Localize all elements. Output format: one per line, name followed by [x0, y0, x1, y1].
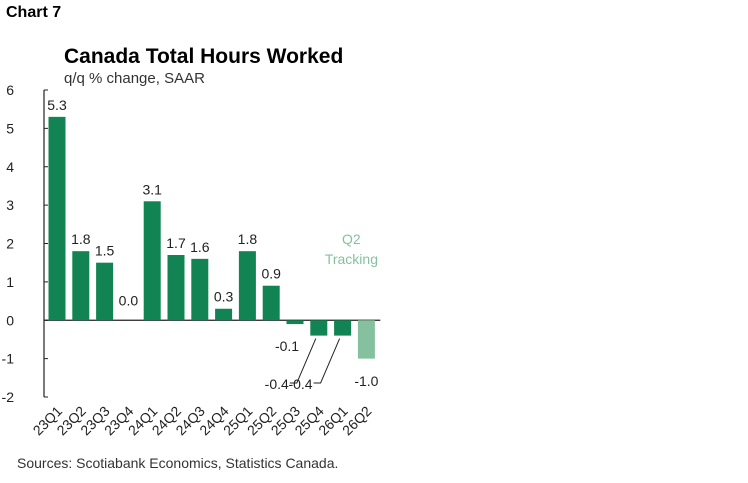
data-label: 1.5	[95, 243, 115, 259]
data-label: 0.3	[214, 289, 234, 305]
data-label: 5.3	[47, 97, 67, 113]
tracking-annotation-line1: Q2	[342, 231, 361, 247]
chart-title: Canada Total Hours Worked	[64, 45, 344, 68]
data-label: 3.1	[142, 181, 162, 197]
y-tick-label: -2	[2, 389, 15, 405]
data-label: 1.7	[166, 235, 186, 251]
bar	[238, 251, 256, 321]
leader-line	[313, 338, 341, 384]
bar	[191, 258, 209, 321]
bars	[48, 116, 375, 359]
data-label: 1.6	[190, 239, 210, 255]
bar	[215, 308, 233, 321]
y-tick-label: 5	[6, 120, 14, 136]
bar	[167, 255, 185, 321]
bar	[357, 320, 375, 359]
y-tick-label: 2	[6, 236, 14, 252]
bar	[143, 201, 161, 321]
bar	[96, 262, 114, 321]
source-note: Sources: Scotiabank Economics, Statistic…	[17, 455, 339, 471]
y-tick-label: 3	[6, 197, 14, 213]
leader-line	[289, 338, 317, 384]
data-label: 1.8	[71, 231, 91, 247]
data-label: -0.4	[288, 376, 312, 392]
y-tick-label: 4	[6, 159, 14, 175]
data-label: -1.0	[354, 373, 378, 389]
y-tick-label: 6	[6, 82, 14, 98]
bar	[334, 320, 352, 336]
category-labels: 23Q123Q223Q323Q424Q124Q224Q324Q425Q125Q2…	[30, 403, 375, 439]
bar	[262, 285, 280, 321]
bar	[72, 251, 90, 321]
data-label: -0.4	[265, 376, 289, 392]
data-label: 0.0	[119, 292, 139, 308]
y-tick-label: 0	[6, 312, 14, 328]
data-label: -0.1	[275, 338, 299, 354]
tracking-annotation-line2: Tracking	[325, 251, 378, 267]
bar	[48, 116, 66, 321]
y-tick-label: 1	[6, 274, 14, 290]
data-label: 0.9	[261, 266, 281, 282]
y-tick-label: -1	[2, 351, 15, 367]
bar	[286, 320, 304, 325]
chart-number: Chart 7	[6, 4, 62, 21]
bar	[310, 320, 328, 336]
chart-subtitle: q/q % change, SAAR	[64, 70, 205, 87]
data-label: 1.8	[238, 231, 258, 247]
data-labels: 5.31.81.50.03.11.7 1.60.31.80.9-0.1-0.4 -0…	[47, 97, 378, 392]
